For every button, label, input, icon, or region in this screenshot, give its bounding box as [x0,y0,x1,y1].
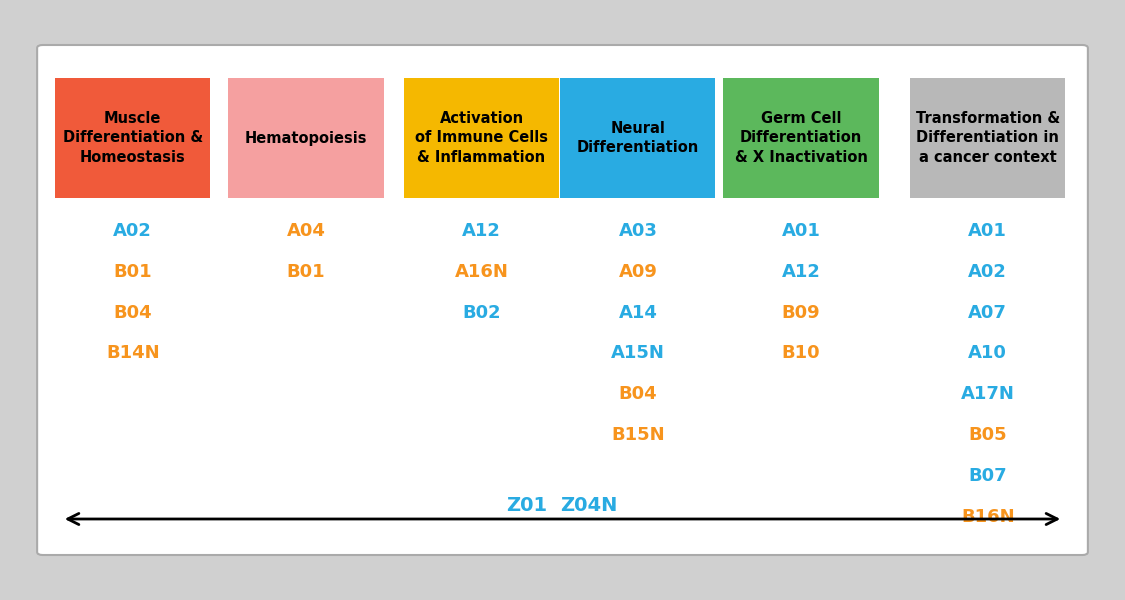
Text: A14: A14 [619,304,657,322]
Bar [55,78,210,198]
Text: B05: B05 [969,426,1007,444]
Text: B10: B10 [782,344,820,362]
Text: B15N: B15N [611,426,665,444]
Text: Muscle
Differentiation &
Homeostasis: Muscle Differentiation & Homeostasis [63,112,202,164]
Text: A16N: A16N [455,263,509,281]
Text: A17N: A17N [961,385,1015,403]
Text: B07: B07 [969,467,1007,485]
Text: Germ Cell
Differentiation
& X Inactivation: Germ Cell Differentiation & X Inactivati… [735,112,867,164]
Text: Hematopoiesis: Hematopoiesis [245,130,367,145]
Text: Activation
of Immune Cells
& Inflammation: Activation of Immune Cells & Inflammatio… [415,112,548,164]
Text: B04: B04 [619,385,657,403]
Text: A12: A12 [462,222,501,240]
Text: A15N: A15N [611,344,665,362]
Text: A04: A04 [287,222,325,240]
Text: B01: B01 [114,263,152,281]
Bar [723,78,879,198]
Text: A10: A10 [969,344,1007,362]
Text: A12: A12 [782,263,820,281]
Text: A02: A02 [114,222,152,240]
Bar [910,78,1065,198]
Text: Z04N: Z04N [560,496,616,515]
Text: B02: B02 [462,304,501,322]
Text: B04: B04 [114,304,152,322]
Text: B14N: B14N [106,344,160,362]
Bar [560,78,716,198]
Text: Transformation &
Differentiation in
a cancer context: Transformation & Differentiation in a ca… [916,112,1060,164]
Text: B09: B09 [782,304,820,322]
Text: Neural
Differentiation: Neural Differentiation [577,121,699,155]
Text: A03: A03 [619,222,657,240]
Text: B16N: B16N [961,508,1015,526]
Text: B01: B01 [287,263,325,281]
Text: A01: A01 [782,222,820,240]
Bar [404,78,559,198]
Text: A09: A09 [619,263,657,281]
FancyBboxPatch shape [37,45,1088,555]
Text: A07: A07 [969,304,1007,322]
Bar [228,78,384,198]
Text: A01: A01 [969,222,1007,240]
Text: Z01: Z01 [506,496,547,515]
Text: A02: A02 [969,263,1007,281]
